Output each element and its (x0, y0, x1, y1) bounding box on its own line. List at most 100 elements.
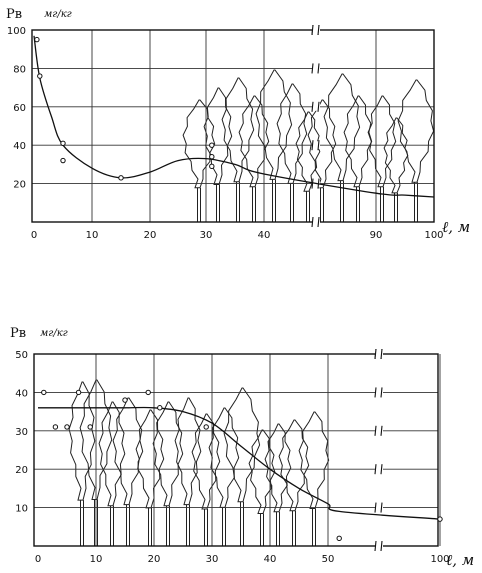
data-point (437, 516, 443, 522)
tree-crown (248, 429, 276, 514)
data-point (157, 405, 163, 411)
data-point (336, 535, 342, 542)
data-point (37, 73, 43, 79)
axis-break-gap (312, 141, 320, 150)
tree-crown (264, 423, 292, 513)
data-point (41, 389, 47, 396)
y-tick-label: 10 (15, 504, 28, 515)
y-tick-label: 30 (15, 427, 28, 438)
axis-break-mark (374, 540, 377, 552)
axis-break-mark (374, 387, 377, 398)
axis-break-gap (312, 64, 320, 73)
axis-break-gap (375, 426, 383, 435)
data-point (34, 36, 40, 43)
tree-crown (397, 79, 435, 183)
data-point (209, 163, 215, 170)
axis-break-gap (375, 350, 383, 358)
series-line (33, 35, 435, 198)
x-tick-label: 10 (90, 554, 103, 565)
x-tick-label: 100 (424, 230, 443, 241)
x-tick-label: 20 (144, 230, 157, 241)
tree-crown (203, 87, 233, 185)
chart-bottom: 10 20 30 40 50 0 10 20 30 40 50 100 Pв мг/кг ℓ, м (10, 326, 474, 569)
tree-crown (221, 77, 255, 183)
tree-crown (182, 99, 216, 189)
x-axis-label: ℓ, м (442, 218, 470, 236)
trees-illustration (68, 379, 330, 546)
x-tick-label: 20 (148, 554, 161, 565)
y-axis-label: Pв (10, 326, 26, 341)
y-tick-label: 40 (15, 388, 28, 399)
axis-break-gap (312, 218, 320, 226)
tree-crown (191, 413, 221, 510)
x-tick-label: 50 (322, 554, 335, 565)
x-tick-label: 0 (31, 230, 37, 241)
data-point (118, 175, 124, 181)
x-tick-label: 0 (35, 554, 41, 565)
data-point (52, 424, 59, 430)
y-tick-label: 20 (15, 465, 28, 476)
axis-break-gap (375, 542, 383, 550)
tree-crown (307, 99, 337, 189)
axis-break-mark (311, 24, 314, 36)
plot-frame (33, 353, 439, 547)
y-axis-unit: мг/кг (44, 9, 72, 20)
y-tick-label: 40 (13, 141, 26, 152)
tree-crown (174, 397, 202, 506)
x-tick-label: 100 (430, 554, 449, 565)
axis-break-mark (380, 348, 383, 360)
data-point (60, 157, 66, 164)
axis-break-mark (380, 540, 383, 552)
axis-break-mark (311, 101, 314, 112)
axis-break-gap (375, 503, 383, 512)
axis-break-mark (380, 502, 383, 513)
tree-crown (343, 95, 373, 188)
axis-break-mark (374, 348, 377, 360)
y-tick-label: 80 (13, 64, 26, 75)
x-tick-label: 40 (258, 230, 271, 241)
axis-break-mark (374, 425, 377, 436)
y-tick-label: 50 (15, 350, 28, 361)
tree-crown (255, 69, 293, 180)
axis-break-mark (374, 464, 377, 475)
data-point (145, 389, 151, 396)
trees-illustration (182, 69, 435, 222)
tree-crown (79, 379, 113, 500)
data-point (209, 154, 215, 160)
data-point (60, 140, 66, 146)
y-axis-unit: мг/кг (40, 328, 68, 339)
data-point (87, 424, 93, 430)
axis-break-gap (375, 388, 383, 397)
tree-crown (298, 411, 330, 509)
plot-frame (31, 29, 435, 223)
tree-crown (98, 401, 126, 507)
data-point (209, 142, 215, 148)
data-point (75, 389, 82, 396)
tree-crown (278, 419, 310, 512)
axis-break-mark (311, 216, 314, 228)
y-tick-label: 20 (13, 180, 26, 191)
axis-break-mark (311, 63, 314, 74)
y-tick-label: 60 (13, 103, 26, 114)
data-point (203, 424, 209, 430)
axis-break-mark (380, 425, 383, 436)
x-tick-label: 10 (86, 230, 99, 241)
axis-break-gap (375, 465, 383, 474)
axis-break-mark (317, 216, 320, 228)
data-point (64, 424, 70, 430)
tree-crown (295, 111, 321, 192)
tree-crown (383, 117, 409, 194)
axis-break-mark (317, 101, 320, 112)
y-tick-label: 100 (7, 26, 26, 37)
x-axis-label: ℓ, м (446, 551, 474, 569)
axis-break-mark (374, 502, 377, 513)
chart-top: 20 40 60 80 100 0 10 20 30 40 90 100 Pв мг/кг ℓ, м (6, 7, 470, 241)
axis-break-mark (380, 464, 383, 475)
axis-break-gap (312, 26, 320, 34)
tree-crown (68, 381, 96, 501)
tree-crown (135, 409, 165, 509)
tree-crown (238, 95, 270, 188)
y-axis-label: Pв (6, 7, 22, 22)
data-point (122, 397, 128, 403)
